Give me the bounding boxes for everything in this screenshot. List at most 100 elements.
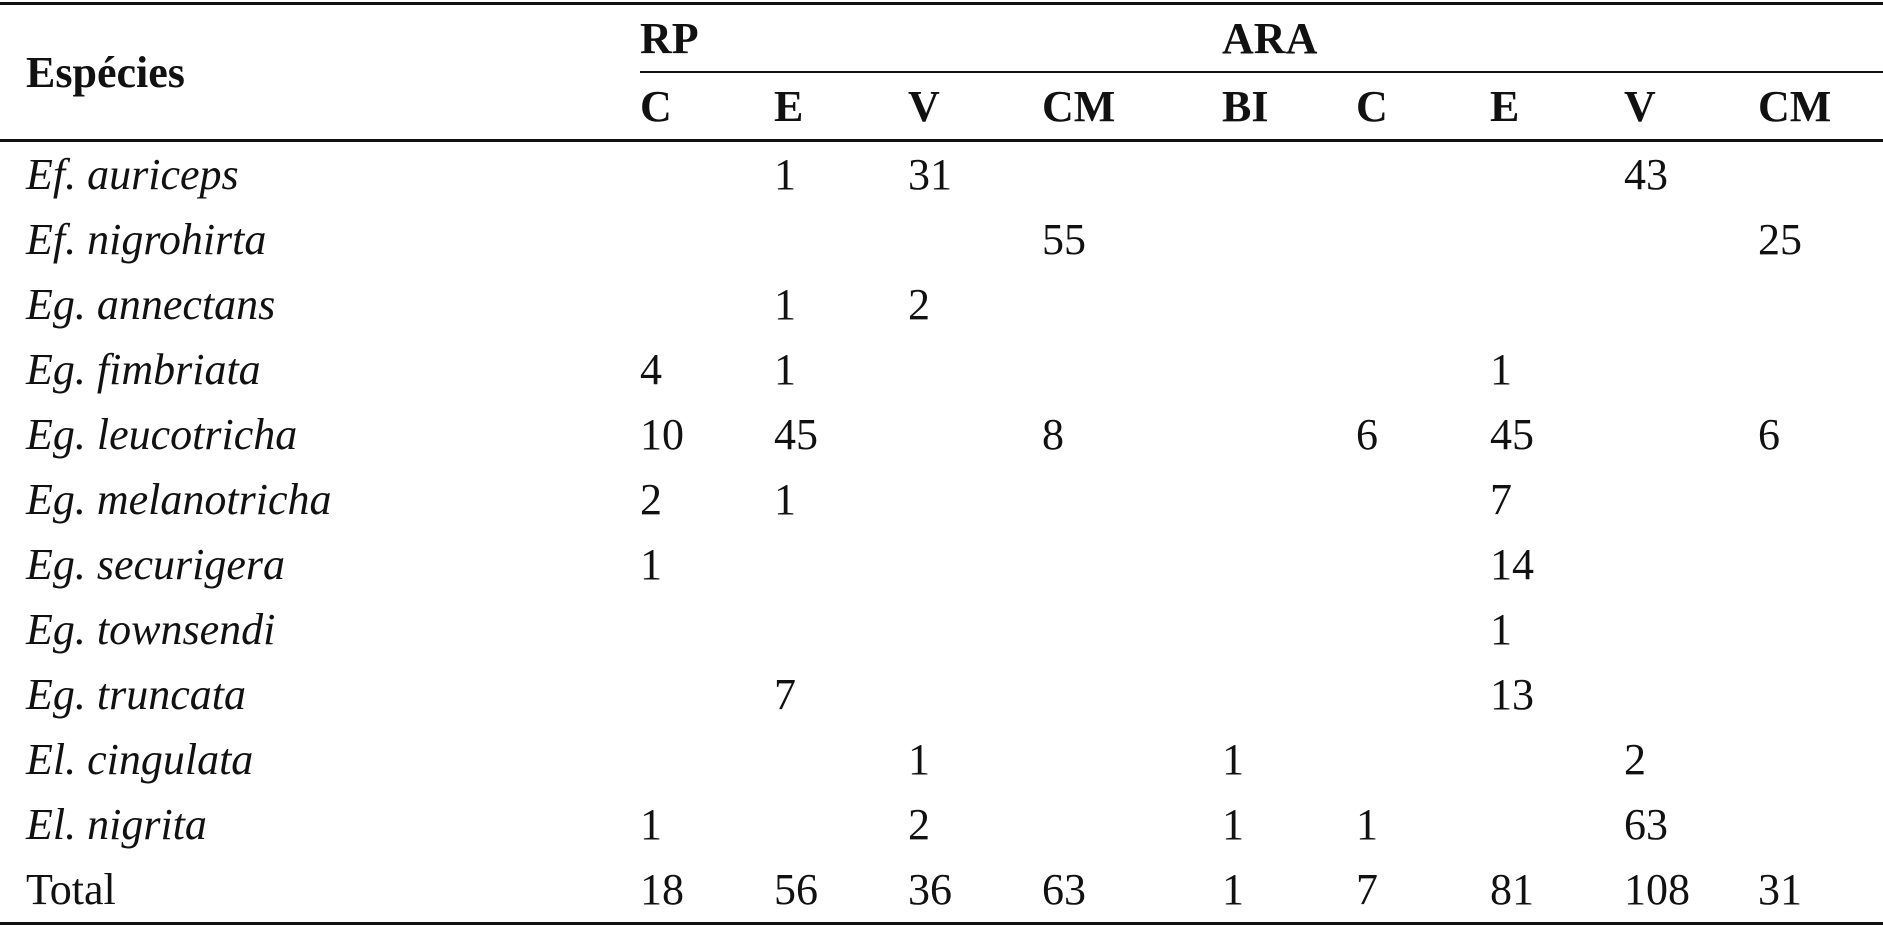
count-cell xyxy=(1758,467,1883,532)
count-cell xyxy=(1758,337,1883,402)
subheader-ara-cm: CM xyxy=(1758,72,1883,142)
count-cell: 2 xyxy=(908,800,930,849)
count-cell xyxy=(908,597,1042,662)
group-header-rp: RP xyxy=(640,2,1223,73)
subheader-rp-v: V xyxy=(908,72,1042,142)
count-cell xyxy=(1758,597,1883,662)
species-column-header: Espécies xyxy=(0,2,640,142)
count-cell xyxy=(1042,141,1222,208)
total-label: Total xyxy=(0,857,640,925)
species-name-cell: Eg. townsendi xyxy=(26,605,276,654)
count-cell xyxy=(1042,532,1222,597)
count-cell xyxy=(774,727,908,792)
species-name-cell: Eg. leucotricha xyxy=(26,410,298,459)
species-name-cell: Ef. auriceps xyxy=(26,150,239,199)
table-row: Eg. truncata 7 13 xyxy=(0,662,1883,727)
subheader-row: C E V CM BI C E V CM xyxy=(0,72,1883,142)
count-cell: 1 xyxy=(908,735,930,784)
count-cell: 14 xyxy=(1490,540,1535,589)
total-cell: 31 xyxy=(1758,857,1883,925)
count-cell xyxy=(640,141,774,208)
subheader-rp-e: E xyxy=(774,72,908,142)
count-cell xyxy=(1042,727,1222,792)
count-cell: 7 xyxy=(774,670,796,719)
species-name-cell: El. cingulata xyxy=(26,735,254,784)
count-cell xyxy=(1356,207,1490,272)
table-row: Eg. annectans 1 2 xyxy=(0,272,1883,337)
count-cell xyxy=(640,272,774,337)
count-cell: 10 xyxy=(640,410,684,459)
count-cell xyxy=(1356,467,1490,532)
count-cell xyxy=(1356,532,1490,597)
count-cell: 7 xyxy=(1490,475,1513,524)
count-cell xyxy=(1758,532,1883,597)
count-cell xyxy=(1758,792,1883,857)
count-cell xyxy=(774,532,908,597)
species-name-cell: El. nigrita xyxy=(26,800,207,849)
species-name-cell: Ef. nigrohirta xyxy=(26,215,267,264)
count-cell xyxy=(1624,532,1758,597)
count-cell xyxy=(1624,402,1758,467)
count-cell xyxy=(640,207,774,272)
count-cell: 8 xyxy=(1042,410,1064,459)
count-cell xyxy=(1624,662,1758,727)
count-cell: 1 xyxy=(640,800,662,849)
table-row: El. cingulata 1 1 2 xyxy=(0,727,1883,792)
total-cell: 63 xyxy=(1042,857,1223,925)
count-cell: 1 xyxy=(1490,605,1513,654)
count-cell: 2 xyxy=(640,475,662,524)
count-cell: 45 xyxy=(774,410,818,459)
count-cell xyxy=(1222,597,1356,662)
count-cell: 55 xyxy=(1042,215,1086,264)
subheader-ara-v: V xyxy=(1624,72,1759,142)
count-cell xyxy=(640,597,774,662)
count-cell xyxy=(1490,141,1624,208)
count-cell: 6 xyxy=(1758,410,1781,459)
count-cell: 4 xyxy=(640,345,662,394)
count-cell xyxy=(774,207,908,272)
count-cell: 13 xyxy=(1490,670,1535,719)
count-cell xyxy=(1624,597,1758,662)
count-cell xyxy=(908,532,1042,597)
count-cell xyxy=(1490,727,1624,792)
count-cell: 43 xyxy=(1624,150,1669,199)
count-cell: 1 xyxy=(1222,735,1245,784)
count-cell: 1 xyxy=(774,475,796,524)
count-cell xyxy=(908,467,1042,532)
count-cell: 1 xyxy=(1222,800,1245,849)
count-cell xyxy=(1042,272,1222,337)
count-cell: 31 xyxy=(908,150,952,199)
count-cell: 1 xyxy=(1356,800,1379,849)
count-cell xyxy=(1624,467,1758,532)
count-cell xyxy=(1758,272,1883,337)
count-cell xyxy=(908,337,1042,402)
count-cell: 2 xyxy=(908,280,930,329)
total-cell: 108 xyxy=(1624,857,1759,925)
subheader-ara-e: E xyxy=(1490,72,1625,142)
total-row: Total 18 56 36 63 1 7 81 108 31 xyxy=(0,857,1883,925)
count-cell xyxy=(774,792,908,857)
count-cell xyxy=(1758,662,1883,727)
count-cell: 1 xyxy=(774,150,796,199)
total-cell: 18 xyxy=(640,857,774,925)
count-cell: 45 xyxy=(1490,410,1535,459)
count-cell: 1 xyxy=(640,540,662,589)
count-cell xyxy=(908,402,1042,467)
count-cell xyxy=(1222,272,1356,337)
count-cell: 1 xyxy=(774,345,796,394)
subheader-ara-c: C xyxy=(1356,72,1491,142)
count-cell xyxy=(1624,207,1758,272)
count-cell xyxy=(774,597,908,662)
table-body: Ef. auriceps 1 31 43 Ef. nigrohirta 55 25 Eg. a… xyxy=(0,141,1883,925)
table-row: Eg. melanotricha 2 1 7 xyxy=(0,467,1883,532)
count-cell xyxy=(1356,662,1490,727)
count-cell xyxy=(640,662,774,727)
total-cell: 7 xyxy=(1356,857,1491,925)
total-cell: 56 xyxy=(774,857,908,925)
count-cell xyxy=(1222,402,1356,467)
count-cell xyxy=(1222,207,1356,272)
count-cell xyxy=(1490,207,1624,272)
group-header-row: Espécies RP ARA xyxy=(0,2,1883,142)
